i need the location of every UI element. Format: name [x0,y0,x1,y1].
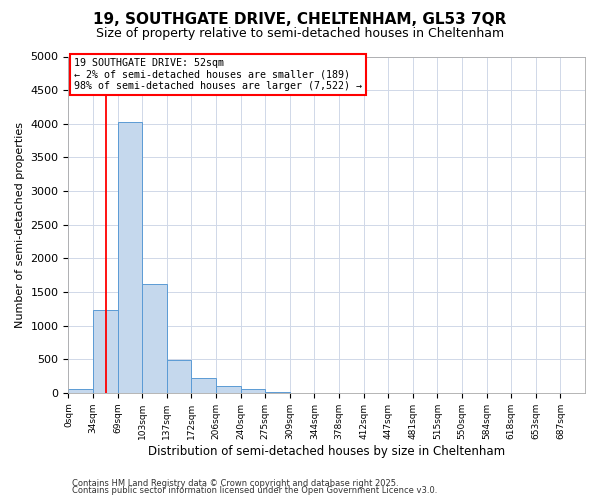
Bar [216,386,241,393]
Text: Contains public sector information licensed under the Open Government Licence v3: Contains public sector information licen… [72,486,437,495]
Bar [93,310,118,393]
Text: 19 SOUTHGATE DRIVE: 52sqm
← 2% of semi-detached houses are smaller (189)
98% of : 19 SOUTHGATE DRIVE: 52sqm ← 2% of semi-d… [74,58,362,92]
Bar [241,390,265,393]
Text: Contains HM Land Registry data © Crown copyright and database right 2025.: Contains HM Land Registry data © Crown c… [72,478,398,488]
Bar [191,378,216,393]
Bar [118,122,142,393]
Bar [142,284,167,393]
Y-axis label: Number of semi-detached properties: Number of semi-detached properties [15,122,25,328]
Bar [167,360,191,393]
X-axis label: Distribution of semi-detached houses by size in Cheltenham: Distribution of semi-detached houses by … [148,444,505,458]
Text: Size of property relative to semi-detached houses in Cheltenham: Size of property relative to semi-detach… [96,28,504,40]
Bar [68,390,93,393]
Bar [265,392,290,393]
Text: 19, SOUTHGATE DRIVE, CHELTENHAM, GL53 7QR: 19, SOUTHGATE DRIVE, CHELTENHAM, GL53 7Q… [94,12,506,28]
